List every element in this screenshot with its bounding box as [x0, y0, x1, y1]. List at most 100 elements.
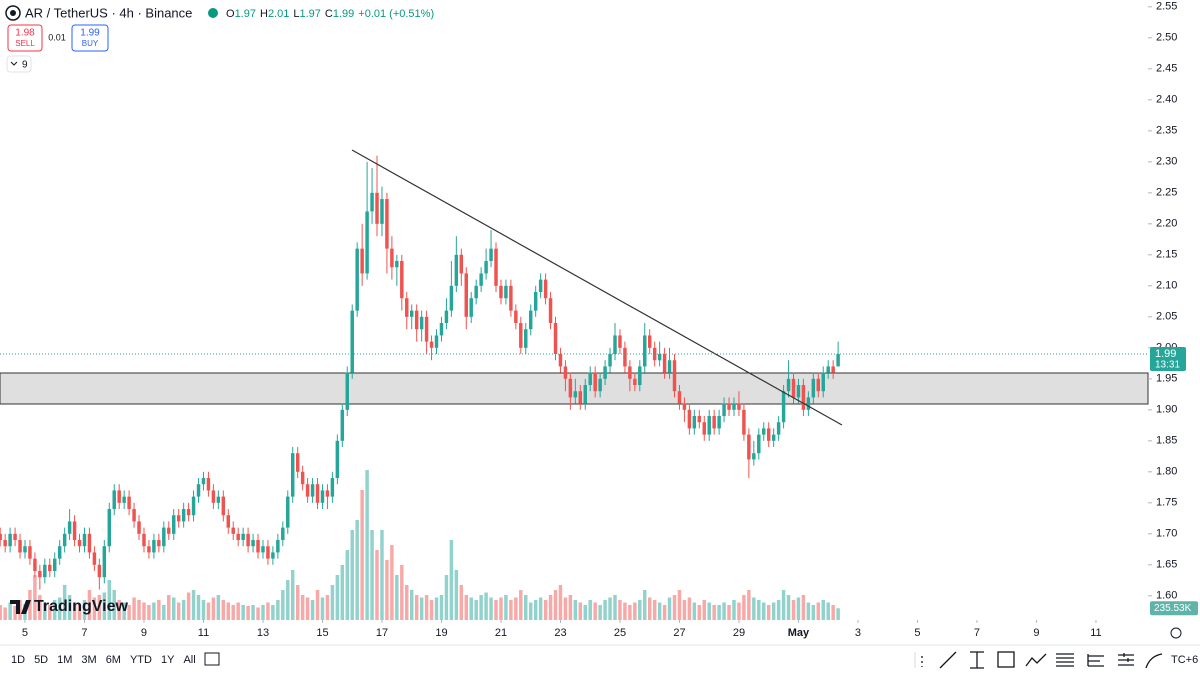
y-tick-label: 1.95 [1156, 373, 1177, 385]
volume-bar [142, 602, 146, 620]
candle-body [122, 496, 126, 503]
y-tick-label: 2.55 [1156, 1, 1177, 13]
volume-bar [157, 600, 161, 620]
volume-bar [390, 545, 394, 620]
volume-bar [325, 595, 330, 620]
volume-bar [737, 602, 741, 620]
volume-bar [801, 595, 806, 620]
volume-bar [623, 602, 627, 620]
y-tick-label: 1.75 [1156, 497, 1177, 509]
volume-bar [231, 605, 235, 620]
candle-body [132, 509, 136, 522]
candle-body [509, 285, 513, 311]
volume-bar [92, 597, 97, 620]
candle-body [692, 416, 697, 429]
volume-bar [310, 600, 315, 620]
candle-body [221, 496, 226, 516]
candle-body [484, 261, 488, 274]
buy-price: 1.99 [80, 28, 100, 39]
volume-bar [13, 606, 17, 620]
candle-body [325, 490, 330, 497]
volume-bar [196, 595, 201, 620]
volume-bar [509, 600, 513, 620]
candle-body [479, 273, 483, 286]
range-button[interactable]: All [183, 654, 195, 666]
volume-bar [57, 597, 62, 620]
volume-bar [0, 605, 2, 620]
volume-label-box [1150, 601, 1198, 616]
volume-bar [395, 575, 399, 620]
candle-body [355, 248, 359, 311]
candle-body [350, 310, 354, 373]
candle-body [102, 546, 107, 578]
candle-body [762, 428, 766, 435]
settings-tool[interactable] [1118, 653, 1134, 666]
candle-body [836, 354, 840, 367]
volume-bar [295, 585, 300, 620]
date-range-icon[interactable] [204, 652, 220, 666]
candle-body [608, 354, 612, 367]
range-button[interactable]: YTD [130, 654, 152, 666]
volume-bar [717, 605, 721, 620]
candle-body [553, 323, 558, 355]
candle-body [370, 192, 374, 212]
range-button[interactable]: 1D [11, 654, 25, 666]
fib-tool[interactable] [1056, 653, 1074, 667]
candle-body [618, 335, 622, 348]
range-button[interactable]: 5D [34, 654, 48, 666]
volume-bar [528, 602, 533, 620]
range-button[interactable]: 6M [106, 654, 121, 666]
candle-body [628, 366, 632, 379]
volume-bar [117, 600, 121, 620]
volume-bar [747, 590, 751, 620]
candle-body [186, 509, 191, 516]
volume-bar [340, 565, 345, 620]
volume-bar [752, 597, 756, 620]
candle-body [662, 354, 667, 373]
indicators-toggle[interactable] [6, 55, 32, 73]
volume-bar [479, 595, 483, 620]
candle-body [271, 552, 275, 559]
candle-body [77, 540, 82, 547]
volume-bar [766, 605, 771, 620]
volume-bar [305, 597, 310, 620]
volume-bar [167, 595, 171, 620]
candle-body [345, 372, 350, 410]
zone [0, 372, 1149, 405]
brush-tool[interactable] [1145, 653, 1163, 669]
range-button[interactable]: 1Y [161, 654, 175, 666]
candle-body [643, 335, 647, 367]
candle-body [647, 335, 652, 348]
volume-bar [514, 597, 518, 620]
trendline-tool[interactable] [939, 651, 957, 669]
volume-bar [707, 602, 711, 620]
range-button[interactable]: 1M [57, 654, 72, 666]
volume-bar [127, 605, 131, 620]
ray-tool[interactable] [970, 651, 984, 669]
candle-body [201, 478, 206, 485]
volume-bar [365, 470, 369, 620]
volume-bar [266, 602, 270, 620]
volume-bar [722, 602, 726, 620]
path-tool[interactable] [1025, 653, 1047, 667]
volume-bar [409, 590, 414, 620]
candle-body [712, 416, 716, 429]
candle-body [439, 323, 444, 336]
volume-bar [206, 602, 211, 620]
range-button[interactable]: 3M [81, 654, 96, 666]
sell-button[interactable] [7, 24, 43, 52]
volume-bar [633, 602, 637, 620]
volume-bar [360, 490, 364, 620]
candle-body [702, 422, 706, 435]
candle-body [776, 422, 781, 435]
volume-bar [811, 605, 816, 620]
volume-bar [241, 605, 245, 620]
x-tick-label: 5 [22, 627, 28, 639]
buy-button[interactable] [71, 24, 109, 52]
candle-body [672, 360, 677, 392]
settings-gear[interactable] [1170, 627, 1182, 639]
rect-tool[interactable] [997, 651, 1015, 668]
position-tool[interactable] [1087, 654, 1104, 667]
y-tick-label: 1.70 [1156, 528, 1177, 540]
volume-bar [499, 597, 503, 620]
